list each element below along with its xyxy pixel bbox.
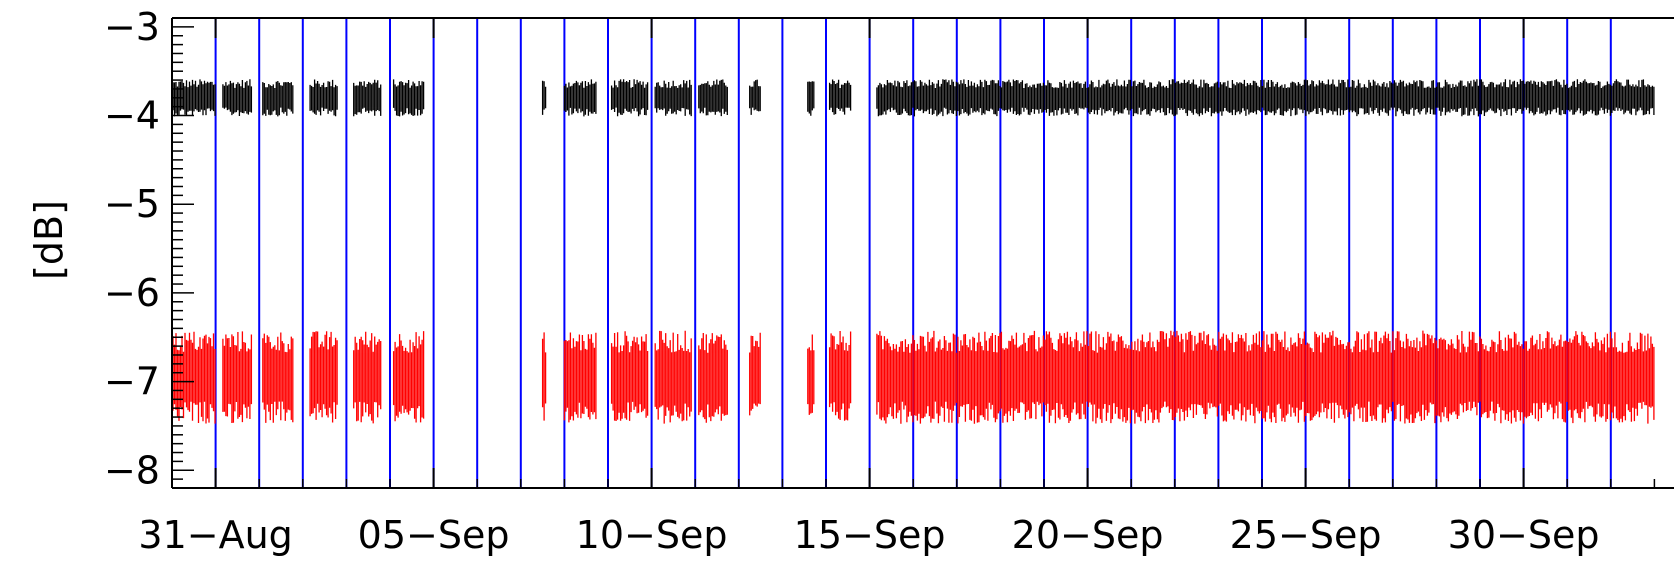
y-axis-label: [dB] bbox=[27, 200, 71, 280]
y-tick-label: −6 bbox=[104, 271, 160, 315]
tick-labels: −3 −4 −5 −6 −7 −8 31−Aug 05−Sep 10−Sep 15−Sep 20−S… bbox=[27, 5, 1600, 557]
y-tick-label: −5 bbox=[104, 182, 160, 226]
x-tick-label: 20−Sep bbox=[1012, 513, 1164, 557]
axes bbox=[171, 17, 1674, 489]
y-tick-label: −8 bbox=[104, 448, 160, 492]
x-tick-label: 05−Sep bbox=[358, 513, 510, 557]
x-tick-label: 31−Aug bbox=[138, 513, 292, 557]
x-tick-label: 15−Sep bbox=[794, 513, 946, 557]
x-tick-label: 25−Sep bbox=[1230, 513, 1382, 557]
x-tick-label: 10−Sep bbox=[576, 513, 728, 557]
series-strokes bbox=[172, 330, 1655, 424]
series-red bbox=[172, 330, 1655, 424]
y-tick-label: −7 bbox=[104, 360, 160, 404]
y-tick-label: −4 bbox=[104, 94, 160, 138]
y-tick-label: −3 bbox=[104, 5, 160, 49]
x-tick-label: 30−Sep bbox=[1448, 513, 1600, 557]
